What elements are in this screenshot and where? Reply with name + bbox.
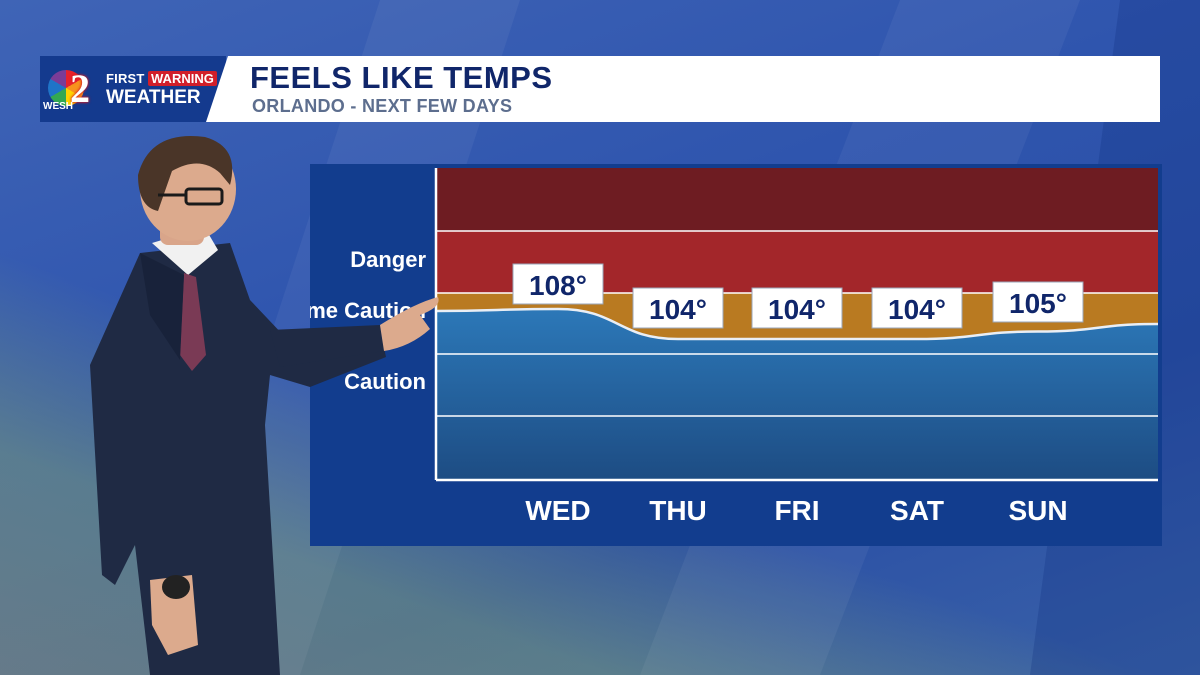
page-title: FEELS LIKE TEMPS [250, 60, 553, 95]
x-tick-label-wed: WED [525, 495, 590, 526]
value-label-sun: 105° [992, 281, 1084, 323]
x-tick-label-thu: THU [649, 495, 707, 526]
value-text: 105° [1009, 288, 1067, 319]
logo-channel-number: 2 [70, 66, 90, 111]
page-subtitle: ORLANDO - NEXT FEW DAYS [252, 96, 513, 116]
value-label-sat: 104° [871, 287, 963, 329]
value-label-wed: 108° [512, 263, 604, 305]
x-tick-label-fri: FRI [774, 495, 819, 526]
title-box: FEELS LIKE TEMPS ORLANDO - NEXT FEW DAYS [206, 56, 1160, 122]
chart-panel: Danger Extreme Caution Caution 108°104°1… [310, 164, 1162, 546]
presenter-figure [90, 136, 439, 675]
band-extreme-danger [436, 168, 1158, 231]
value-text: 104° [768, 294, 826, 325]
value-text: 104° [888, 294, 946, 325]
logo-weather-text: WEATHER [106, 87, 201, 108]
value-text: 108° [529, 270, 587, 301]
peacock-logo-icon [48, 70, 84, 106]
x-tick-label-sun: SUN [1008, 495, 1067, 526]
header-banner: 2 WESH FIRST WARNING WEATHER FEELS LIKE … [40, 56, 1160, 122]
feels-like-line [435, 307, 1159, 341]
value-box [992, 281, 1084, 323]
value-text: 104° [649, 294, 707, 325]
value-label-fri: 104° [751, 287, 843, 329]
station-logo: 2 WESH FIRST WARNING WEATHER [40, 56, 226, 122]
value-box [871, 287, 963, 329]
zone-label-caution: Caution [344, 369, 426, 394]
feels-like-chart: Danger Extreme Caution Caution 108°104°1… [310, 168, 1159, 526]
logo-warning-badge: WARNING [148, 71, 217, 86]
value-label-thu: 104° [632, 287, 724, 329]
feels-like-area [436, 309, 1158, 480]
x-tick-label-sat: SAT [890, 495, 944, 526]
zone-label-danger: Danger [350, 247, 426, 272]
value-box [751, 287, 843, 329]
logo-first-text: FIRST [106, 71, 145, 86]
value-box [632, 287, 724, 329]
value-box [512, 263, 604, 305]
logo-call-letters: WESH [43, 101, 73, 112]
